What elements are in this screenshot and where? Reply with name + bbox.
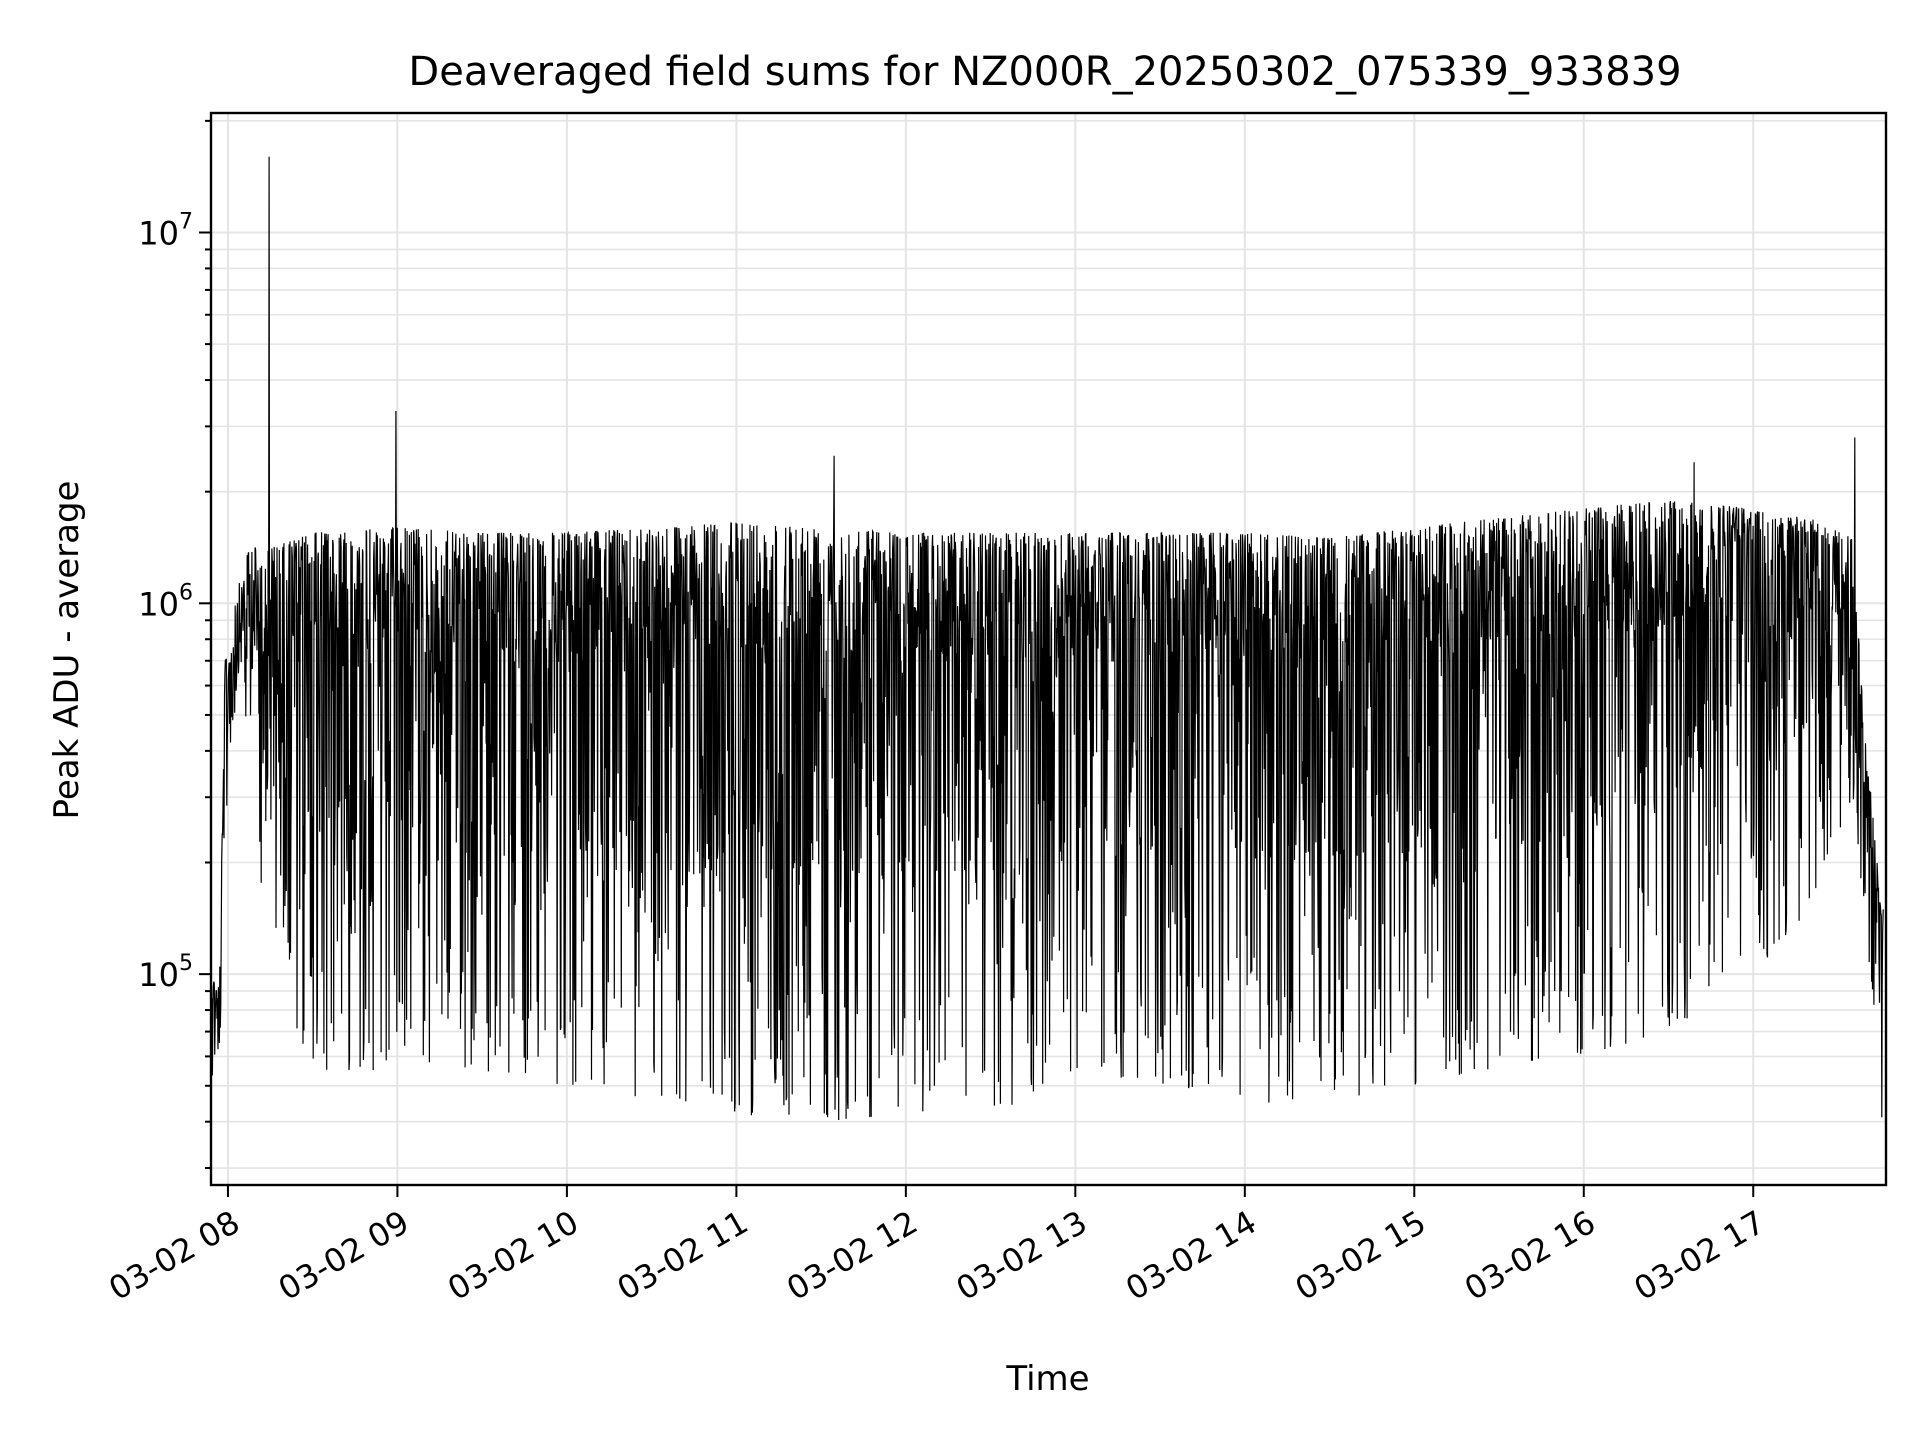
chart-title: Deaveraged field sums for NZ000R_2025030… — [408, 49, 1681, 95]
y-axis-label: Peak ADU - average — [47, 481, 87, 820]
series-line — [210, 156, 1884, 1121]
y-tick-label: 106 — [138, 580, 193, 623]
y-tick-label: 105 — [138, 951, 193, 994]
plot-frame — [209, 111, 1888, 1187]
y-axis: 105 106 107 — [138, 119, 211, 1170]
x-axis-label: Time — [1005, 1359, 1089, 1399]
y-tick-label: 107 — [138, 209, 193, 252]
series-layer — [210, 156, 1884, 1121]
